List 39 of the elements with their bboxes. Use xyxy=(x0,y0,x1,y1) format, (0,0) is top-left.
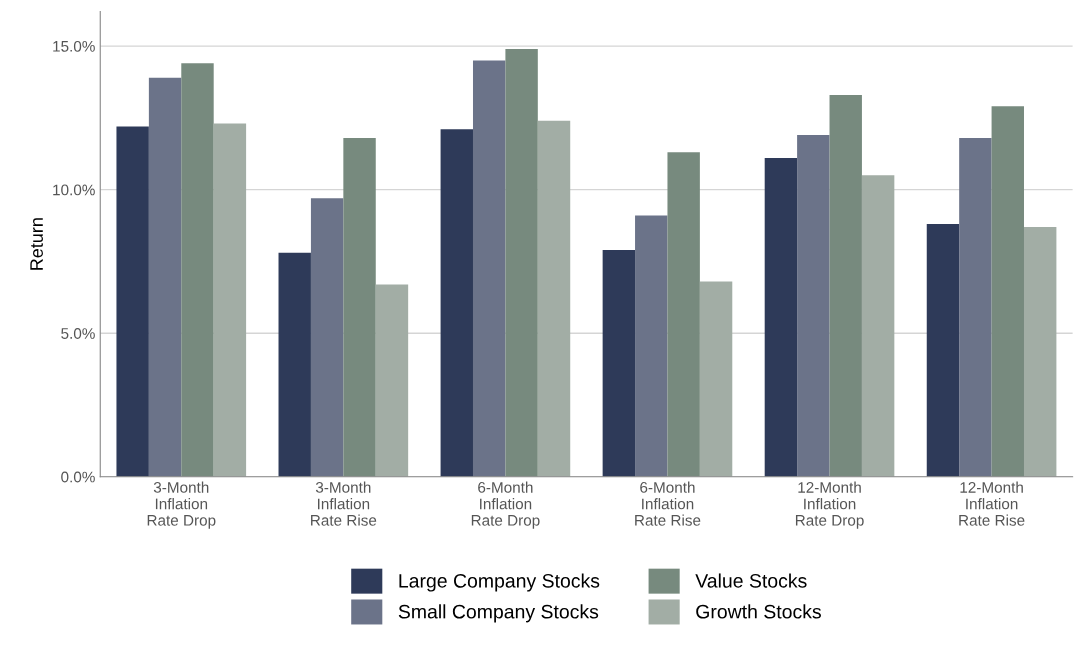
bar xyxy=(861,175,895,477)
bar xyxy=(181,63,214,477)
bar xyxy=(310,198,344,477)
y-tick-label: 5.0% xyxy=(61,328,95,339)
bar xyxy=(472,60,506,477)
bar xyxy=(699,281,733,477)
y-axis-title: Return xyxy=(30,218,43,270)
bar xyxy=(278,252,311,477)
x-tick-label: 3-Month Inflation Rate Drop xyxy=(147,481,216,529)
bar xyxy=(667,152,700,477)
bar xyxy=(213,123,247,477)
bar xyxy=(764,158,798,477)
x-tick-label: 3-Month Inflation Rate Rise xyxy=(311,481,377,526)
bar xyxy=(505,48,538,477)
x-tick-label: 12-Month Inflation Rate Drop xyxy=(795,481,864,529)
bar xyxy=(635,215,668,477)
x-tick-label: 6-Month Inflation Rate Drop xyxy=(471,481,540,529)
legend-label: Small Company Stocks xyxy=(398,604,599,623)
legend-label: Value Stocks xyxy=(695,573,807,588)
bar xyxy=(440,129,473,477)
bar xyxy=(375,284,409,477)
x-tick-label: 12-Month Inflation Rate Rise xyxy=(959,481,1025,526)
bar xyxy=(343,137,376,477)
y-tick-label: 10.0% xyxy=(53,184,95,196)
bar xyxy=(926,224,960,477)
bar xyxy=(116,126,149,477)
x-tick-label: 6-Month Inflation Rate Rise xyxy=(635,481,701,526)
bar xyxy=(602,249,636,477)
legend-label: Large Company Stocks xyxy=(399,573,600,592)
bar xyxy=(959,137,992,477)
legend-label: Growth Stocks xyxy=(696,604,821,619)
bar xyxy=(537,120,571,477)
y-tick-label: 15.0% xyxy=(53,40,95,52)
bar xyxy=(1023,226,1057,477)
bar xyxy=(797,135,830,477)
y-tick-label: 0.0% xyxy=(61,471,95,483)
bar xyxy=(829,94,862,477)
bar xyxy=(148,77,182,477)
bar xyxy=(991,106,1024,477)
